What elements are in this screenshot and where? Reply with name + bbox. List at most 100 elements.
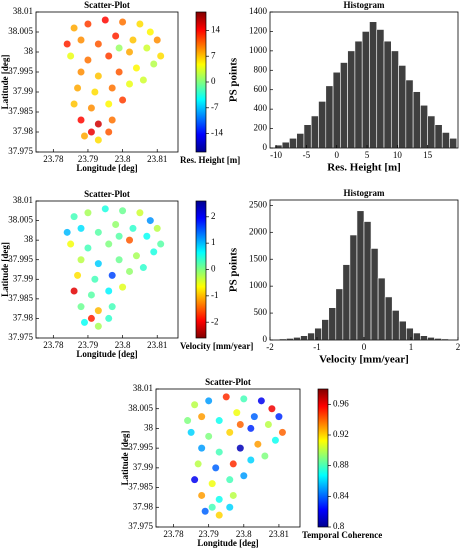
scatter-point [115,68,123,76]
x-tick-label: 23.79 [78,154,99,164]
scatter-point [184,417,192,425]
chart-title: Scatter-Plot [84,189,130,199]
scatter-point [268,405,276,413]
scatter-point [105,287,113,295]
histogram-bar [289,137,297,149]
y-tick-label: 37.98 [13,312,34,322]
y-tick-label: 37.985 [8,293,33,303]
x-tick-label: 23.8 [236,529,252,539]
scatter-point [126,48,134,56]
scatter-point [126,80,134,88]
scatter-point [157,52,165,60]
x-tick-label: 23.81 [269,529,289,539]
scatter-point [226,503,234,511]
x-tick-label: 1 [409,342,414,352]
y-axis-label: Latitude [deg] [0,55,10,110]
colorbar-label: Res. Height [m] [180,155,240,165]
scatter-point [143,44,151,52]
histogram-bar [335,288,344,341]
y-tick-label: 37.975 [128,521,153,531]
scatter-point [67,52,75,60]
histogram-bar [376,29,385,149]
colorbar-label: Velocity [mm/year] [180,341,253,351]
scatter-point [115,232,123,240]
scatter-point [250,413,258,421]
histogram-bar [307,332,315,341]
scatter-point [70,213,78,221]
scatter-point [187,428,195,436]
histogram-bar [332,71,341,149]
x-tick-label: 23.79 [199,529,220,539]
plot-frame [269,11,459,149]
scatter-point [87,104,95,112]
histogram-bar [427,337,435,341]
histogram-bar [300,335,308,341]
scatter-point [77,256,85,264]
scatter-point [119,283,127,291]
y-tick-label: 37.995 [8,254,33,264]
scatter-point [70,24,78,32]
scatter-point [87,128,95,136]
chart-title: Scatter-Plot [205,377,251,387]
y-tick-label: 37.985 [8,106,33,116]
histogram-bar [349,234,358,341]
scatter-point [208,480,216,488]
scatter-point [87,314,95,322]
colorbar [195,200,207,339]
colorbar-tick-label: 1 [211,237,216,247]
y-axis-label: PS points [228,247,240,292]
histogram-bar [405,327,414,341]
scatter-point [132,252,140,260]
scatter-point [226,476,234,484]
scatter-point [94,322,102,330]
colorbar-tick-label: 0 [211,76,216,86]
scatter-point [139,76,147,84]
x-tick-label: 23.8 [115,154,131,164]
scatter-point [257,397,265,405]
x-tick-label: 23.78 [43,154,64,164]
scatter-point [240,472,248,480]
scatter-point [129,36,137,44]
histogram-bar [328,307,337,341]
colorbar-label: Temporal Coherence [302,530,382,540]
scatter-point [108,271,116,279]
scatter-point [215,511,223,519]
x-tick-label: 23.81 [147,154,167,164]
histogram-bar [318,101,327,149]
scatter-point [229,460,237,468]
histogram-bar [325,85,334,149]
scatter-point [150,248,158,256]
scatter-point [194,460,202,468]
histogram-bar [314,327,322,341]
x-axis-label: Longitude [deg] [76,163,137,173]
colorbar-tick-label: -14 [211,128,223,138]
scatter-point [229,491,237,499]
scatter-point [198,491,206,499]
y-tick-label: 1000 [249,280,268,290]
scatter-point [153,224,161,232]
x-tick-label: 15 [423,150,433,160]
histogram-bar [354,40,363,149]
scatter-point [119,18,127,26]
y-tick-label: 37.98 [133,501,154,511]
scatter-point [70,287,78,295]
colorbar-tick-label: -7 [211,102,219,112]
histogram-bar [363,221,372,341]
colorbar-tick-label: 7 [211,50,216,60]
scatter-point [136,209,144,217]
colorbar-tick-label: 0.88 [333,460,349,470]
scatter-point [77,36,85,44]
scatter-point [261,452,269,460]
y-tick-label: 800 [254,64,268,74]
histogram-bar [310,115,319,149]
scatter-point [115,256,123,264]
colorbar-tick-label: 0.96 [333,398,349,408]
scatter-point [80,318,88,326]
scatter-point [94,136,102,144]
scatter-point [63,228,71,236]
histogram-bar [427,115,436,149]
x-tick-label: 23.79 [78,340,99,350]
histogram-bar [449,137,458,149]
scatter-point [146,217,154,225]
